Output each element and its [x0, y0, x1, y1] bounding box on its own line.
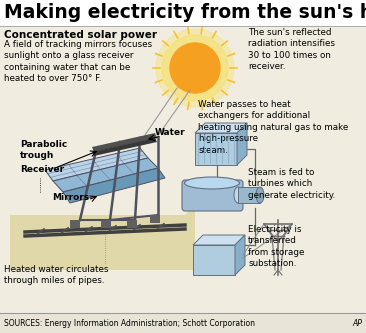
- Polygon shape: [70, 220, 80, 228]
- Text: Concentrated solar power: Concentrated solar power: [4, 30, 157, 40]
- Circle shape: [170, 43, 220, 93]
- Text: AP: AP: [352, 318, 362, 327]
- Text: A field of tracking mirrors focuses
sunlight onto a glass receiver
containing wa: A field of tracking mirrors focuses sunl…: [4, 40, 152, 83]
- Circle shape: [162, 35, 228, 101]
- Text: Receiver: Receiver: [20, 165, 64, 174]
- Bar: [0, 0, 366, 26]
- Polygon shape: [45, 148, 148, 181]
- Text: Heated water circulates
through miles of pipes.: Heated water circulates through miles of…: [4, 265, 108, 285]
- Polygon shape: [195, 123, 247, 133]
- Bar: [0, 313, 366, 333]
- Text: Steam is fed to
turbines which
generate electricity.: Steam is fed to turbines which generate …: [248, 168, 335, 200]
- Polygon shape: [195, 133, 237, 165]
- Polygon shape: [150, 215, 160, 223]
- Ellipse shape: [256, 187, 264, 203]
- Text: SOURCES: Energy Information Administration; Schott Corporation: SOURCES: Energy Information Administrati…: [4, 318, 255, 327]
- Ellipse shape: [184, 177, 239, 189]
- Polygon shape: [193, 235, 245, 245]
- Polygon shape: [237, 123, 247, 165]
- Text: The sun's reflected
radiation intensifies
30 to 100 times on
receiver.: The sun's reflected radiation intensifie…: [248, 28, 335, 71]
- FancyBboxPatch shape: [182, 180, 243, 211]
- Text: Electricity is
transferred
from storage
substation.: Electricity is transferred from storage …: [248, 225, 305, 268]
- Text: Making electricity from the sun's heat: Making electricity from the sun's heat: [4, 3, 366, 22]
- Text: Mirrors: Mirrors: [52, 193, 89, 202]
- Polygon shape: [127, 220, 137, 228]
- Polygon shape: [92, 138, 157, 156]
- Polygon shape: [101, 220, 111, 228]
- Polygon shape: [10, 215, 185, 270]
- Bar: [238, 187, 260, 203]
- Polygon shape: [63, 168, 165, 203]
- Circle shape: [156, 29, 234, 107]
- Text: Water: Water: [155, 128, 186, 137]
- Polygon shape: [235, 235, 245, 275]
- Polygon shape: [92, 133, 157, 152]
- Ellipse shape: [234, 187, 242, 203]
- Text: Parabolic
trough: Parabolic trough: [20, 140, 67, 160]
- Polygon shape: [53, 158, 158, 192]
- Polygon shape: [193, 245, 235, 275]
- Polygon shape: [10, 205, 195, 270]
- Text: Water passes to heat
exchangers for additional
heating using natural gas to make: Water passes to heat exchangers for addi…: [198, 100, 348, 155]
